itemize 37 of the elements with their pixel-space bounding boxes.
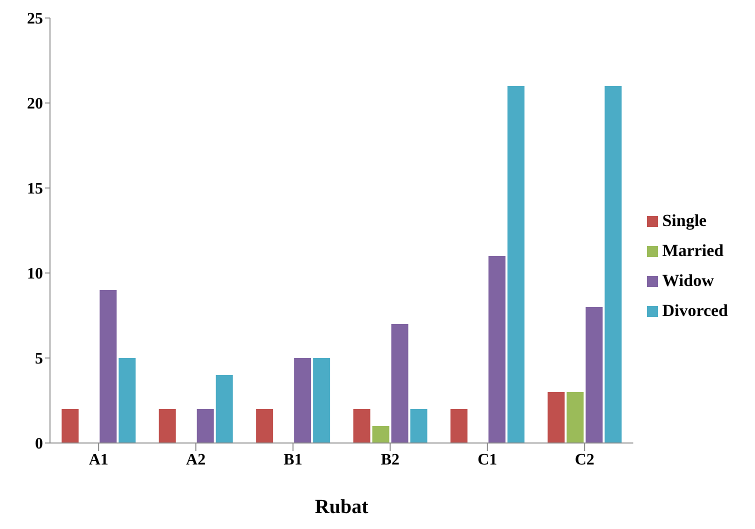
x-axis-title: Rubat xyxy=(314,496,369,518)
bar xyxy=(410,409,428,443)
bar xyxy=(604,86,622,443)
bar xyxy=(566,392,584,443)
bar xyxy=(294,358,312,443)
bar xyxy=(391,324,408,443)
y-tick-label: 5 xyxy=(35,350,43,368)
bar xyxy=(216,375,233,443)
bar xyxy=(158,409,176,443)
legend-label: Widow xyxy=(662,270,714,290)
x-tick-label: B2 xyxy=(380,451,400,468)
y-tick-label: 15 xyxy=(27,180,43,198)
x-tick-label: A2 xyxy=(186,451,206,468)
bar xyxy=(548,392,565,443)
bar xyxy=(118,358,136,443)
bar xyxy=(62,409,79,443)
y-tick-label: 20 xyxy=(27,96,43,113)
x-tick-label: A1 xyxy=(88,451,108,468)
bar xyxy=(313,358,330,443)
x-tick-label: B1 xyxy=(284,451,302,468)
x-tick-label: C2 xyxy=(574,451,594,468)
bar xyxy=(256,409,274,443)
bar xyxy=(372,426,390,443)
bar xyxy=(586,307,603,443)
bar xyxy=(100,290,117,443)
y-tick-label: 0 xyxy=(35,436,43,453)
bar xyxy=(488,256,506,443)
bar xyxy=(450,409,468,443)
x-tick-label: C1 xyxy=(478,451,498,468)
bar xyxy=(507,86,524,443)
legend-label: Single xyxy=(662,210,707,230)
bar xyxy=(196,409,214,443)
legend-label: Divorced xyxy=(662,300,728,320)
legend-label: Married xyxy=(662,240,724,260)
bar xyxy=(353,409,370,443)
y-tick-label: 10 xyxy=(27,266,43,283)
y-tick-label: 25 xyxy=(27,10,43,28)
